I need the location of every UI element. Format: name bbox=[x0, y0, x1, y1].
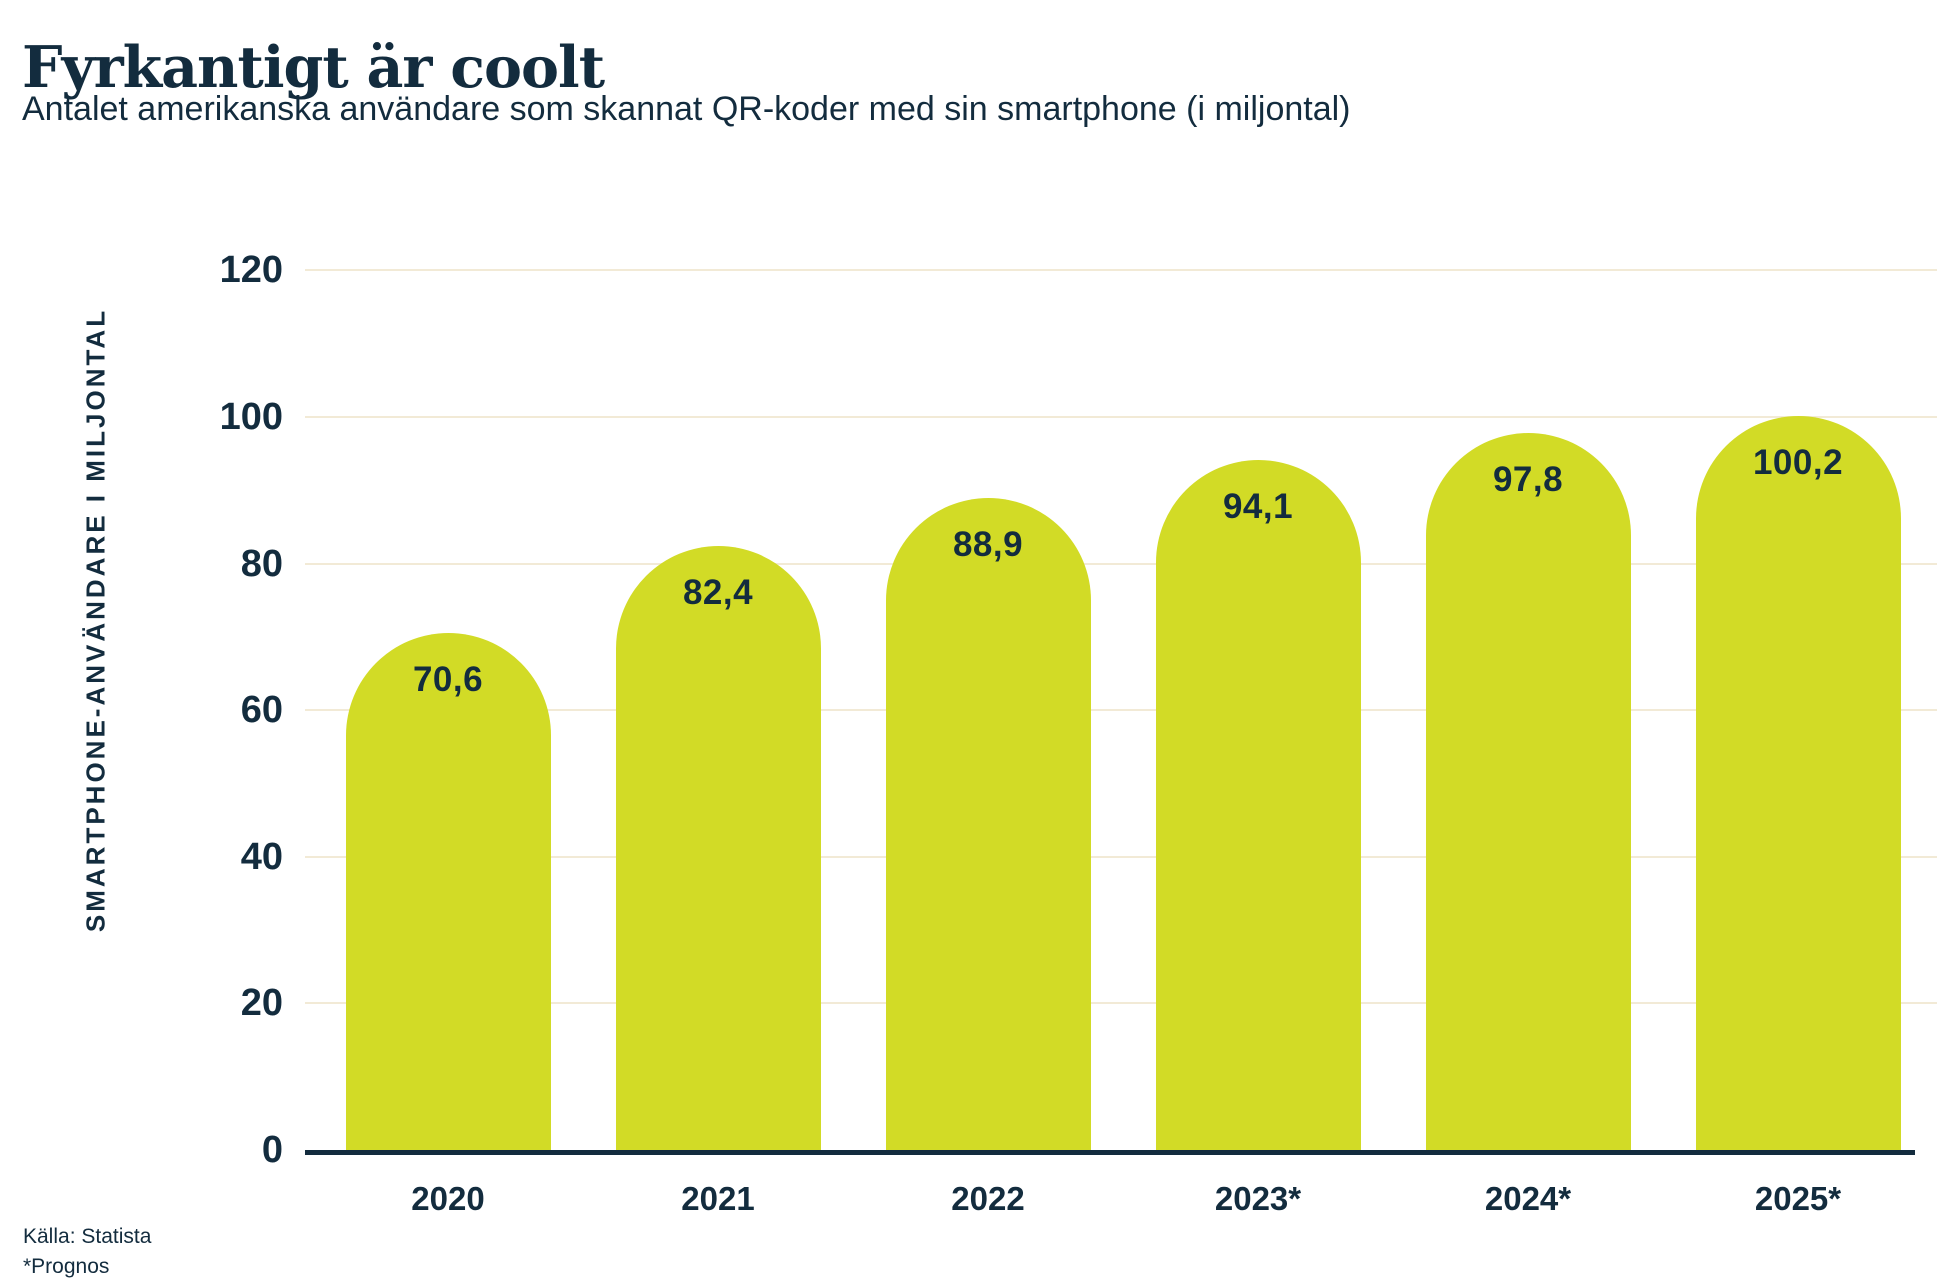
x-tick-label: 2021 bbox=[681, 1180, 755, 1217]
page-subtitle: Antalet amerikanska användare som skanna… bbox=[22, 90, 1351, 128]
y-tick-label: 60 bbox=[240, 689, 283, 732]
x-axis-line bbox=[305, 1150, 1915, 1155]
bar-value-label: 82,4 bbox=[682, 573, 754, 612]
y-tick-label: 0 bbox=[261, 1129, 283, 1171]
bar: 94,1 bbox=[1155, 460, 1361, 1150]
bar: 70,6 bbox=[345, 632, 551, 1150]
y-tick-label: 120 bbox=[219, 249, 283, 292]
gridline bbox=[305, 1002, 1937, 1005]
x-tick-label: 2023* bbox=[1214, 1180, 1302, 1217]
y-tick-label: 40 bbox=[240, 835, 283, 878]
gridline bbox=[305, 269, 1937, 272]
bar: 82,4 bbox=[615, 546, 821, 1150]
bar: 97,8 bbox=[1425, 433, 1631, 1150]
gridline bbox=[305, 562, 1937, 565]
y-tick-label: 20 bbox=[240, 982, 283, 1025]
bar-value-label: 70,6 bbox=[412, 659, 484, 699]
bar: 88,9 bbox=[885, 498, 1091, 1150]
page-title: Fyrkantigt är coolt bbox=[22, 34, 605, 102]
y-axis-title: SMARTPHONE-ANVÄNDARE I MILJONTAL bbox=[80, 307, 111, 933]
bar-value-label: 97,8 bbox=[1492, 460, 1564, 500]
y-tick-label: 80 bbox=[240, 542, 283, 585]
x-tick-label: 2024* bbox=[1484, 1180, 1572, 1217]
bar-value-label: 88,9 bbox=[952, 525, 1024, 565]
gridline bbox=[305, 416, 1937, 418]
bar: 100,2 bbox=[1695, 415, 1901, 1150]
footnote-text: *Prognos bbox=[23, 1255, 110, 1278]
x-tick-label: 2022 bbox=[951, 1180, 1025, 1217]
bar-value-label: 100,2 bbox=[1752, 442, 1844, 482]
bar-value-label: 94,1 bbox=[1222, 487, 1294, 527]
gridline bbox=[305, 855, 1937, 858]
x-tick-label: 2025* bbox=[1754, 1180, 1842, 1217]
source-text: Källa: Statista bbox=[23, 1225, 152, 1248]
chart-footer: Källa: Statista *Prognos bbox=[23, 1222, 151, 1282]
y-tick-label: 100 bbox=[219, 396, 283, 438]
gridline bbox=[305, 709, 1937, 712]
x-tick-label: 2020 bbox=[411, 1180, 485, 1217]
